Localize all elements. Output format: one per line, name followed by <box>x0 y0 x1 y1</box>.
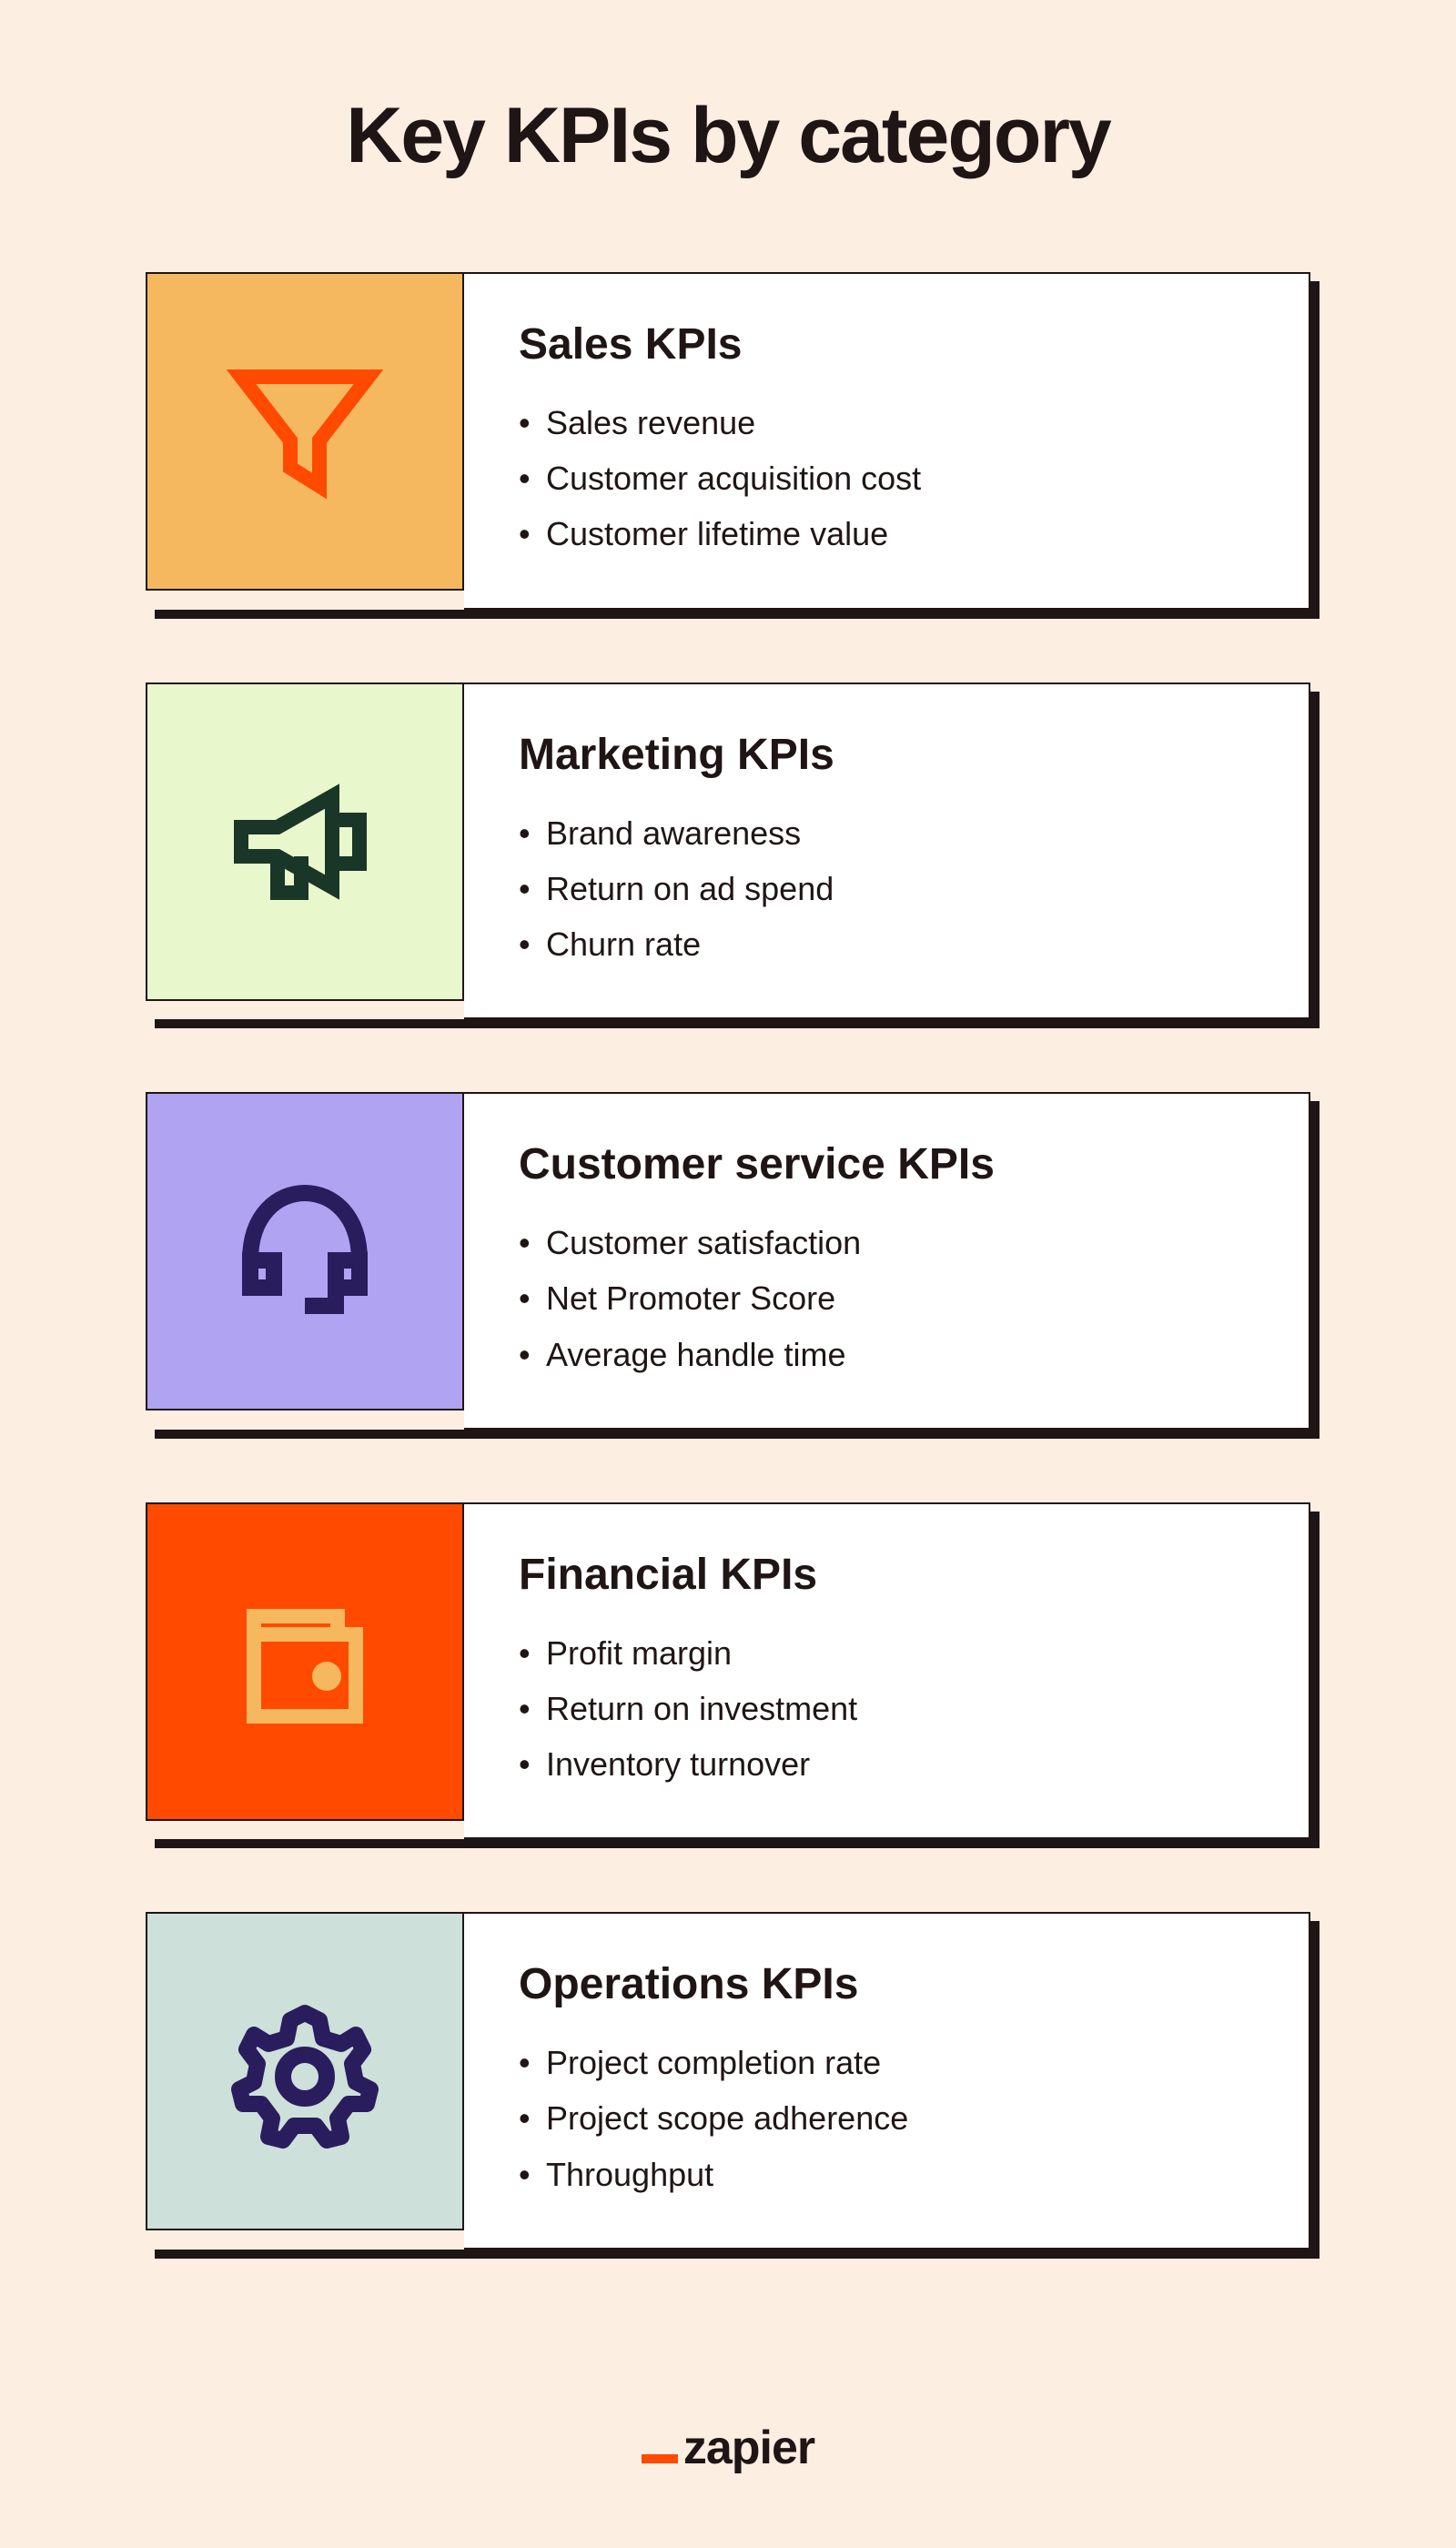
content-box-marketing: Marketing KPIs Brand awareness Return on… <box>464 682 1310 1020</box>
list-item: Customer lifetime value <box>519 506 1254 561</box>
card-list-customer-service: Customer satisfaction Net Promoter Score… <box>519 1215 1254 1382</box>
megaphone-icon <box>214 751 396 933</box>
list-item: Inventory turnover <box>519 1736 1254 1792</box>
page-title: Key KPIs by category <box>146 91 1310 181</box>
card-list-marketing: Brand awareness Return on ad spend Churn… <box>519 805 1254 973</box>
icon-box-marketing <box>146 682 464 1001</box>
card-marketing: Marketing KPIs Brand awareness Return on… <box>146 682 1310 1020</box>
card-financial: Financial KPIs Profit margin Return on i… <box>146 1502 1310 1840</box>
list-item: Project completion rate <box>519 2035 1254 2090</box>
list-item: Average handle time <box>519 1327 1254 1382</box>
card-operations: Operations KPIs Project completion rate … <box>146 1912 1310 2250</box>
list-item: Customer acquisition cost <box>519 450 1254 506</box>
card-title-sales: Sales KPIs <box>519 319 1254 369</box>
content-box-operations: Operations KPIs Project completion rate … <box>464 1912 1310 2250</box>
card-sales: Sales KPIs Sales revenue Customer acquis… <box>146 272 1310 610</box>
list-item: Return on investment <box>519 1681 1254 1736</box>
wallet-icon <box>214 1571 396 1753</box>
gear-icon <box>214 1980 396 2162</box>
content-box-sales: Sales KPIs Sales revenue Customer acquis… <box>464 272 1310 610</box>
list-item: Brand awareness <box>519 805 1254 861</box>
list-item: Project scope adherence <box>519 2090 1254 2146</box>
funnel-icon <box>214 340 396 522</box>
card-title-marketing: Marketing KPIs <box>519 730 1254 780</box>
card-title-financial: Financial KPIs <box>519 1550 1254 1600</box>
icon-box-sales <box>146 272 464 591</box>
card-list-financial: Profit margin Return on investment Inven… <box>519 1625 1254 1793</box>
list-item: Throughput <box>519 2147 1254 2202</box>
cards-container: Sales KPIs Sales revenue Customer acquis… <box>146 272 1310 2339</box>
card-list-sales: Sales revenue Customer acquisition cost … <box>519 395 1254 562</box>
list-item: Profit margin <box>519 1625 1254 1681</box>
card-list-operations: Project completion rate Project scope ad… <box>519 2035 1254 2202</box>
icon-box-financial <box>146 1502 464 1821</box>
card-customer-service: Customer service KPIs Customer satisfact… <box>146 1092 1310 1430</box>
zapier-logo: zapier <box>642 2421 814 2475</box>
footer: zapier <box>146 2421 1310 2475</box>
logo-text: zapier <box>683 2421 814 2475</box>
list-item: Net Promoter Score <box>519 1270 1254 1326</box>
headset-icon <box>214 1160 396 1342</box>
logo-underscore-icon <box>642 2454 678 2463</box>
list-item: Sales revenue <box>519 395 1254 450</box>
card-title-customer-service: Customer service KPIs <box>519 1139 1254 1189</box>
content-box-financial: Financial KPIs Profit margin Return on i… <box>464 1502 1310 1840</box>
list-item: Churn rate <box>519 916 1254 972</box>
icon-box-operations <box>146 1912 464 2230</box>
list-item: Customer satisfaction <box>519 1215 1254 1270</box>
list-item: Return on ad spend <box>519 861 1254 916</box>
card-title-operations: Operations KPIs <box>519 1959 1254 2009</box>
content-box-customer-service: Customer service KPIs Customer satisfact… <box>464 1092 1310 1430</box>
icon-box-customer-service <box>146 1092 464 1410</box>
